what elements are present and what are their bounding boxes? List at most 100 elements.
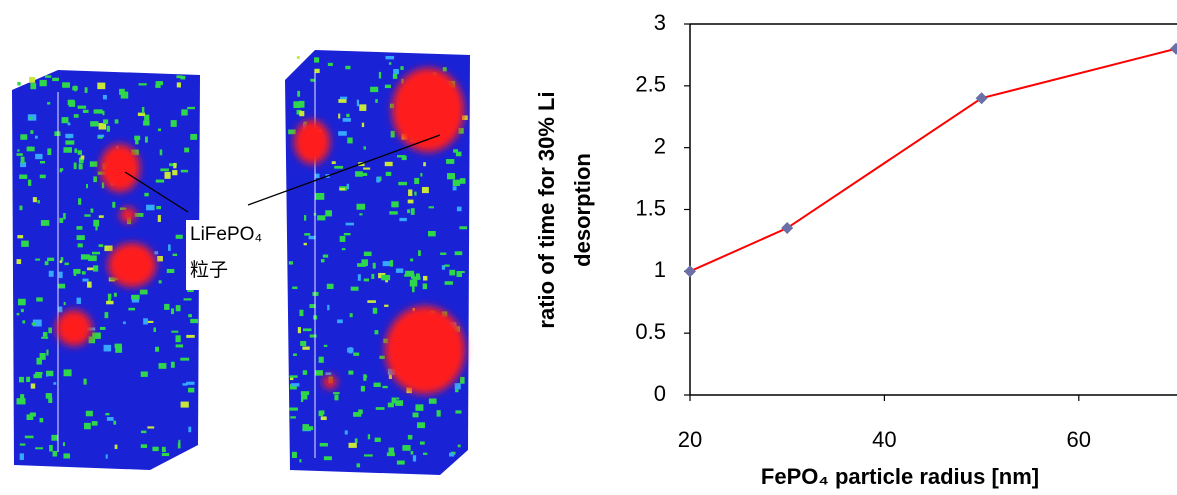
speckle — [113, 420, 117, 425]
speckle — [378, 71, 382, 79]
speckle — [19, 174, 28, 179]
speckle — [154, 251, 159, 255]
speckle — [388, 374, 392, 379]
speckle — [454, 383, 461, 390]
speckle — [41, 336, 49, 339]
speckle — [181, 109, 188, 116]
speckle — [447, 173, 456, 180]
speckle — [288, 129, 296, 135]
speckle — [326, 283, 334, 289]
speckle — [51, 434, 58, 441]
speckle — [141, 106, 145, 114]
x-tick-label: 60 — [1067, 427, 1091, 452]
speckle — [182, 383, 188, 386]
speckle — [289, 375, 298, 378]
speckle — [77, 150, 82, 155]
speckle — [389, 211, 398, 215]
speckle — [460, 376, 465, 384]
speckle — [373, 382, 381, 387]
y-axis-label: ratio of time for 30% Li desorption — [534, 91, 595, 328]
speckle — [453, 149, 459, 153]
speckle — [320, 416, 327, 421]
speckle — [97, 82, 106, 90]
speckle — [421, 186, 429, 194]
speckle — [455, 151, 462, 157]
speckle — [319, 442, 328, 447]
speckle — [319, 410, 325, 415]
speckle — [456, 271, 462, 277]
speckle — [387, 402, 394, 408]
speckle — [103, 344, 112, 352]
speckle — [361, 259, 368, 267]
speckle — [85, 183, 88, 189]
speckle — [350, 286, 359, 291]
speckle — [355, 171, 363, 177]
speckle — [17, 235, 24, 239]
speckle — [35, 258, 41, 261]
speckle — [384, 304, 389, 307]
speckle — [385, 55, 395, 60]
speckle — [65, 133, 74, 138]
speckle — [297, 90, 301, 97]
speckle — [436, 410, 441, 417]
speckle — [164, 303, 170, 310]
speckle — [82, 278, 89, 282]
speckle — [16, 398, 26, 405]
speckle — [372, 307, 378, 314]
speckle — [99, 326, 106, 330]
speckle — [82, 109, 89, 113]
speckle — [386, 452, 395, 457]
speckle — [412, 286, 415, 293]
speckle — [455, 389, 459, 393]
speckle — [114, 343, 122, 349]
speckle — [89, 161, 98, 167]
speckle — [52, 450, 58, 457]
speckle — [177, 442, 181, 449]
y-tick-label: 0.5 — [635, 319, 666, 344]
speckle — [180, 357, 190, 361]
speckle — [415, 273, 420, 278]
speckle — [39, 352, 46, 360]
speckle — [452, 186, 457, 191]
speckle — [323, 344, 328, 347]
speckle — [159, 149, 163, 156]
speckle — [391, 397, 397, 404]
speckle — [91, 421, 98, 426]
speckle — [140, 444, 148, 448]
speckle — [146, 204, 155, 211]
speckle — [63, 147, 72, 153]
speckle — [49, 444, 53, 452]
speckle — [32, 319, 42, 327]
speckle — [356, 463, 361, 468]
speckle — [59, 260, 63, 264]
speckle — [171, 308, 175, 315]
speckle — [298, 100, 305, 108]
speckle — [58, 283, 66, 289]
speckle — [349, 313, 353, 318]
speckle — [187, 106, 195, 110]
speckle — [153, 327, 157, 332]
speckle — [105, 413, 110, 416]
speckle — [456, 206, 462, 212]
speckle — [408, 189, 413, 197]
speckle — [343, 232, 351, 236]
speckle — [417, 422, 425, 429]
speckle — [385, 171, 392, 176]
speckle — [363, 278, 369, 282]
speckle — [92, 332, 101, 339]
speckle — [39, 160, 46, 164]
speckle — [356, 203, 366, 210]
x-tick-label: 40 — [872, 427, 896, 452]
speckle — [30, 130, 34, 134]
speckle — [288, 261, 293, 265]
speckle — [39, 174, 46, 179]
speckle — [390, 260, 394, 267]
speckle — [175, 305, 181, 312]
speckle — [52, 77, 59, 82]
speckle — [372, 262, 376, 269]
speckle — [74, 148, 78, 153]
speckle — [123, 321, 126, 325]
speckle — [384, 84, 391, 89]
point-marker — [975, 92, 988, 105]
